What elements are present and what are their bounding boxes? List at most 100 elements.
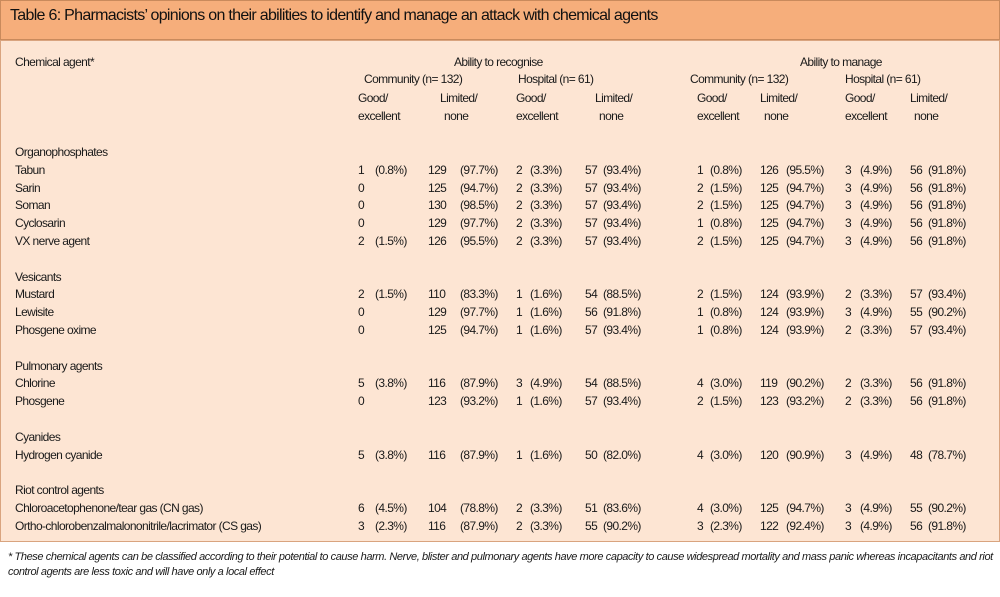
- cell-count: 2: [697, 234, 704, 248]
- cell-count: 4: [697, 376, 704, 391]
- cell-percent: (91.8%): [928, 376, 966, 391]
- cell-percent: (3.3%): [860, 376, 892, 391]
- cell-count: 3: [845, 447, 852, 462]
- title-band: [0, 0, 1000, 40]
- cell-count: 56: [910, 216, 923, 231]
- column-header: Good/: [516, 91, 546, 105]
- cell-percent: (0.8%): [710, 162, 742, 177]
- cell-percent: (97.7%): [460, 305, 498, 320]
- cell-percent: (92.4%): [786, 518, 824, 533]
- cell-count: 3: [358, 518, 365, 533]
- cell-count: 125: [760, 216, 779, 231]
- cell-percent: (93.2%): [786, 394, 824, 409]
- agent-name: Lewisite: [15, 305, 54, 320]
- cell-count: 119: [760, 376, 778, 391]
- cell-count: 1: [697, 305, 704, 320]
- cell-count: 3: [845, 162, 852, 177]
- cell-percent: (93.4%): [603, 180, 641, 195]
- cell-percent: (90.2%): [603, 518, 641, 533]
- cell-count: 50: [585, 447, 598, 462]
- cell-percent: (91.8%): [928, 234, 966, 248]
- cell-percent: (91.8%): [928, 180, 966, 195]
- cell-count: 125: [428, 323, 447, 337]
- cell-percent: (94.7%): [786, 216, 824, 231]
- column-header: Good/: [697, 91, 727, 105]
- subgroup-header: Community (n= 132): [364, 72, 463, 86]
- cell-percent: (90.2%): [928, 305, 966, 320]
- cell-percent: (1.5%): [710, 234, 742, 248]
- cell-percent: (3.3%): [530, 234, 562, 248]
- cell-count: 3: [845, 518, 852, 533]
- cell-percent: (0.8%): [710, 216, 742, 231]
- agent-name: Tabun: [15, 162, 45, 177]
- cell-count: 0: [358, 180, 365, 195]
- column-header: excellent: [697, 109, 740, 123]
- column-header: none: [764, 109, 789, 123]
- column-header: none: [444, 109, 469, 123]
- cell-percent: (3.3%): [530, 501, 562, 515]
- cell-count: 55: [910, 305, 923, 320]
- cell-percent: (94.7%): [786, 180, 824, 195]
- cell-count: 2: [845, 287, 852, 302]
- cell-count: 1: [697, 216, 704, 231]
- cell-percent: (3.3%): [530, 198, 562, 213]
- cell-percent: (98.5%): [460, 198, 498, 213]
- cell-count: 3: [845, 501, 852, 515]
- cell-percent: (93.9%): [786, 287, 824, 302]
- cell-count: 57: [585, 234, 598, 248]
- cell-count: 3: [845, 180, 852, 195]
- cell-count: 54: [585, 376, 598, 391]
- footnote: * These chemical agents can be classifie…: [8, 551, 993, 578]
- cell-count: 129: [428, 162, 447, 177]
- cell-percent: (4.9%): [860, 501, 892, 515]
- cell-percent: (82.0%): [603, 447, 641, 462]
- cell-count: 0: [358, 323, 365, 337]
- cell-percent: (1.5%): [710, 394, 742, 409]
- group-header: Ability to recognise: [454, 55, 543, 69]
- cell-count: 5: [358, 376, 365, 391]
- cell-percent: (4.9%): [860, 447, 892, 462]
- cell-percent: (0.8%): [710, 305, 742, 320]
- section-heading: Cyanides: [15, 429, 61, 444]
- cell-count: 2: [697, 287, 704, 302]
- cell-count: 2: [516, 234, 523, 248]
- cell-percent: (87.9%): [460, 447, 498, 462]
- cell-count: 129: [428, 216, 447, 231]
- cell-count: 2: [697, 198, 704, 213]
- cell-percent: (91.8%): [928, 162, 966, 177]
- cell-percent: (3.3%): [530, 518, 562, 533]
- cell-count: 2: [845, 394, 852, 409]
- section-heading: Riot control agents: [15, 483, 104, 498]
- cell-count: 0: [358, 216, 365, 231]
- cell-count: 56: [910, 518, 923, 533]
- cell-percent: (97.7%): [460, 216, 498, 231]
- cell-percent: (94.7%): [786, 501, 824, 515]
- cell-count: 2: [845, 323, 852, 337]
- cell-percent: (83.3%): [460, 287, 498, 302]
- cell-count: 124: [760, 323, 779, 337]
- cell-count: 2: [516, 162, 523, 177]
- cell-percent: (3.8%): [375, 447, 407, 462]
- cell-count: 1: [697, 323, 704, 337]
- cell-percent: (91.8%): [928, 216, 966, 231]
- cell-count: 1: [358, 162, 365, 177]
- cell-count: 1: [516, 305, 523, 320]
- cell-percent: (3.8%): [375, 376, 407, 391]
- cell-count: 48: [910, 447, 923, 462]
- cell-percent: (93.9%): [786, 305, 824, 320]
- cell-percent: (90.9%): [786, 447, 824, 462]
- cell-percent: (1.6%): [530, 447, 562, 462]
- cell-percent: (87.9%): [460, 518, 498, 533]
- cell-count: 57: [585, 216, 598, 231]
- table-area: [0, 40, 1000, 542]
- cell-percent: (4.9%): [530, 376, 562, 391]
- column-header: Limited/: [760, 91, 798, 105]
- cell-percent: (1.5%): [375, 287, 407, 302]
- cell-percent: (93.4%): [603, 216, 641, 231]
- cell-percent: (87.9%): [460, 376, 498, 391]
- cell-count: 57: [585, 180, 598, 195]
- cell-count: 3: [697, 518, 704, 533]
- column-header: excellent: [516, 109, 559, 123]
- agent-name: Soman: [15, 198, 51, 213]
